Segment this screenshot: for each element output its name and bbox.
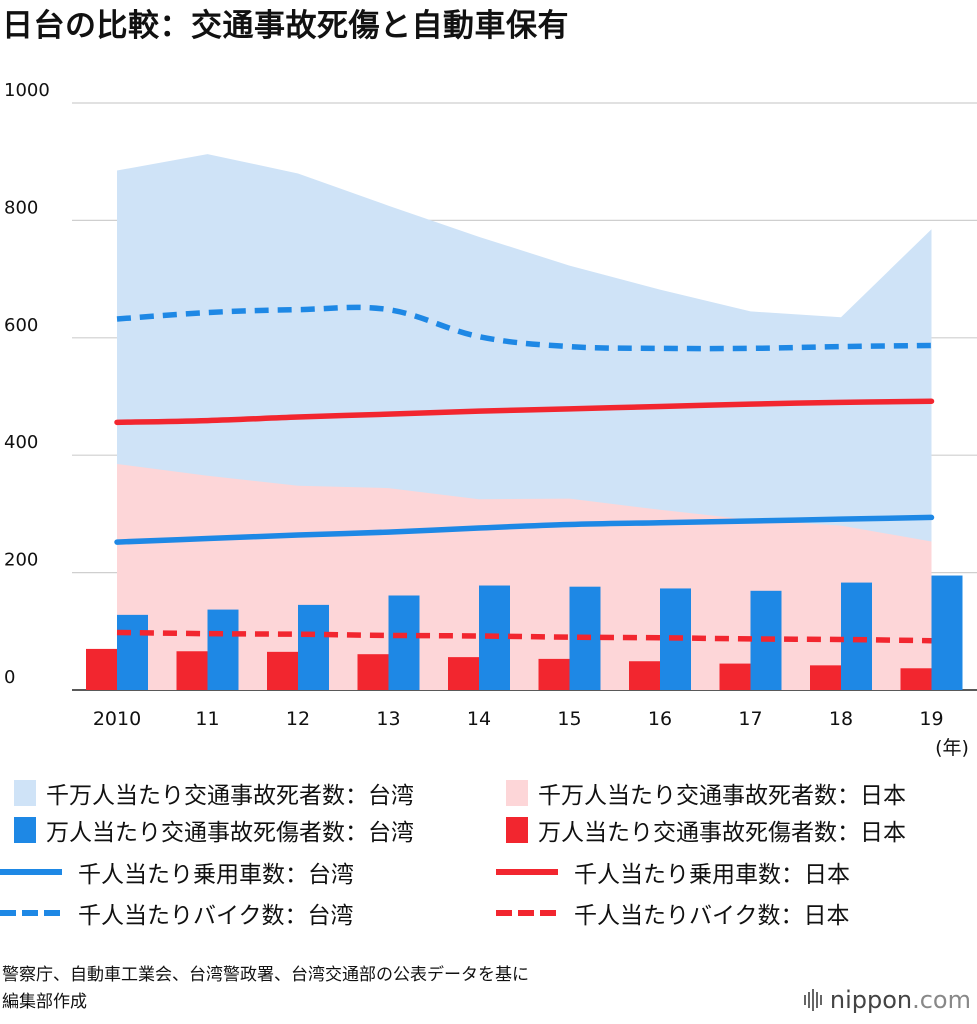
bar-tw-13 bbox=[388, 595, 420, 690]
bar-jp-14 bbox=[448, 657, 479, 690]
bar-tw-12 bbox=[298, 604, 329, 690]
chart-title: 日台の比較：交通事故死傷と自動車保有 bbox=[2, 8, 569, 44]
brand-bars-icon bbox=[803, 989, 822, 1011]
bar-jp-11 bbox=[176, 651, 208, 690]
legend-item-tw-cars: 千人当たり乗用車数：台湾 bbox=[0, 854, 354, 890]
bar-tw-19 bbox=[931, 575, 963, 690]
bar-jp-18 bbox=[810, 665, 841, 690]
y-tick-label-200: 200 bbox=[4, 550, 38, 571]
legend-item-tw-deaths: 千万人当たり交通事故死者数：台湾 bbox=[0, 775, 414, 811]
x-tick-label-19: 19 bbox=[919, 708, 943, 730]
legend-label-jp-cars: 千人当たり乗用車数：日本 bbox=[574, 862, 850, 888]
x-tick-label-13: 13 bbox=[376, 708, 400, 730]
line-series-0 bbox=[114, 514, 935, 545]
bar-jp-13 bbox=[357, 654, 389, 690]
x-tick-label-15: 15 bbox=[557, 708, 581, 730]
legend-label-tw-bikes: 千人当たりバイク数：台湾 bbox=[78, 903, 354, 929]
y-tick-label-400: 400 bbox=[4, 432, 38, 453]
bar-jp-15 bbox=[538, 658, 570, 690]
y-tick-label-0: 0 bbox=[4, 667, 15, 688]
y-tick-label-800: 800 bbox=[4, 197, 38, 218]
legend-swatch-tw-deaths bbox=[14, 780, 36, 806]
legend-swatch-tw-cars bbox=[0, 869, 62, 875]
x-tick-label-11: 11 bbox=[195, 708, 219, 730]
y-tick-label-600: 600 bbox=[4, 315, 38, 336]
x-tick-label-18: 18 bbox=[829, 708, 853, 730]
bar-tw-2010 bbox=[117, 614, 148, 690]
legend-swatch-jp-bikes bbox=[496, 910, 558, 916]
source-note: 警察庁、自動車工業会、台湾警政署、台湾交通部の公表データを基に 編集部作成 bbox=[2, 962, 529, 1016]
legend-swatch-jp-casualties bbox=[506, 817, 528, 843]
x-tick-label-16: 16 bbox=[648, 708, 672, 730]
x-tick-label-14: 14 bbox=[467, 708, 491, 730]
y-tick-label-1000: 1000 bbox=[4, 80, 50, 101]
legend-item-jp-casualties: 万人当たり交通事故死傷者数：日本 bbox=[492, 812, 906, 848]
legend-label-jp-deaths: 千万人当たり交通事故死者数：日本 bbox=[538, 783, 906, 809]
x-tick-label-12: 12 bbox=[286, 708, 310, 730]
bar-jp-16 bbox=[629, 661, 660, 690]
bar-jp-2010 bbox=[86, 648, 117, 690]
legend-swatch-jp-deaths bbox=[506, 780, 528, 806]
brand-suffix: .com bbox=[912, 986, 971, 1014]
legend-item-jp-bikes: 千人当たりバイク数：日本 bbox=[496, 895, 850, 931]
legend-item-tw-casualties: 万人当たり交通事故死傷者数：台湾 bbox=[0, 812, 414, 848]
legend-item-tw-bikes: 千人当たりバイク数：台湾 bbox=[0, 895, 354, 931]
legend-item-jp-deaths: 千万人当たり交通事故死者数：日本 bbox=[492, 775, 906, 811]
source-line-1: 警察庁、自動車工業会、台湾警政署、台湾交通部の公表データを基に bbox=[2, 965, 529, 985]
bar-jp-12 bbox=[267, 651, 298, 690]
legend-label-tw-cars: 千人当たり乗用車数：台湾 bbox=[78, 862, 354, 888]
chart-plot: 0 200 400 600 800 1000 2010 11 12 13 14 15 16 17 18 19 (… bbox=[4, 80, 977, 759]
x-axis-unit-label: (年) bbox=[935, 737, 969, 759]
source-line-2: 編集部作成 bbox=[2, 992, 87, 1012]
line-series-3 bbox=[116, 629, 932, 644]
brand-name: nippon bbox=[829, 986, 913, 1014]
legend-swatch-jp-cars bbox=[496, 869, 558, 875]
legend-label-jp-casualties: 万人当たり交通事故死傷者数：日本 bbox=[538, 820, 906, 846]
legend-label-tw-deaths: 千万人当たり交通事故死者数：台湾 bbox=[46, 783, 414, 809]
legend-label-jp-bikes: 千人当たりバイク数：日本 bbox=[574, 903, 850, 929]
bar-tw-18 bbox=[841, 582, 872, 690]
bar-jp-17 bbox=[719, 663, 751, 690]
x-tick-label-2010: 2010 bbox=[93, 708, 141, 730]
bar-jp-19 bbox=[900, 668, 932, 690]
brand-logo: nippon .com bbox=[803, 986, 971, 1014]
line-series-1 bbox=[114, 398, 935, 426]
bar-tw-11 bbox=[207, 609, 239, 690]
legend-swatch-tw-bikes bbox=[0, 910, 62, 916]
x-tick-label-17: 17 bbox=[738, 708, 762, 730]
legend: 千万人当たり交通事故死者数：台湾 千万人当たり交通事故死者数：日本 万人当たり交… bbox=[0, 775, 977, 935]
legend-item-jp-cars: 千人当たり乗用車数：日本 bbox=[496, 854, 850, 890]
legend-label-tw-casualties: 万人当たり交通事故死傷者数：台湾 bbox=[46, 820, 414, 846]
legend-swatch-tw-casualties bbox=[14, 817, 36, 843]
